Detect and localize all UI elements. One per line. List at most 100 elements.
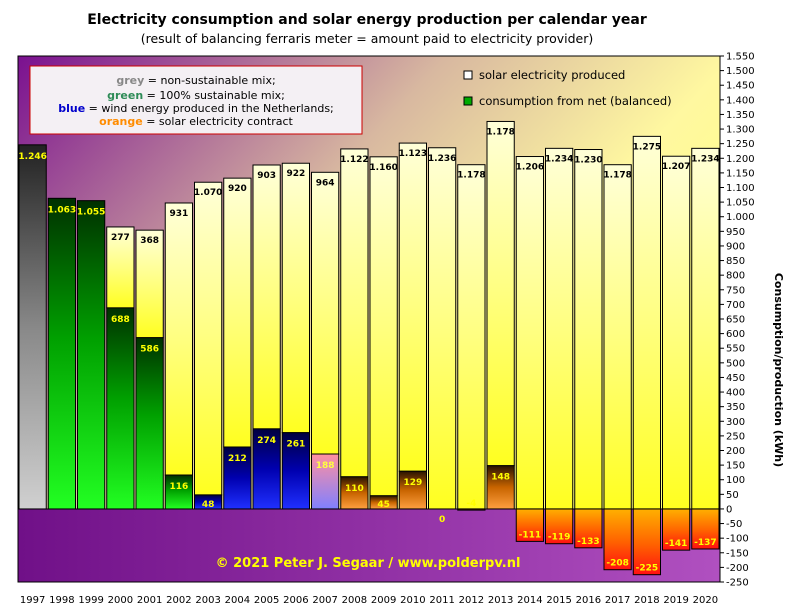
x-tick-2006: 2006 xyxy=(283,595,308,606)
bar-consumption-2018 xyxy=(632,508,661,576)
x-tick-1999: 1999 xyxy=(78,595,103,606)
y-tick-label: 1.150 xyxy=(726,168,755,179)
note-orange: orange = solar electricity contract xyxy=(99,115,293,128)
value-label-solar-2016: 1.230 xyxy=(574,156,602,166)
value-label-consumption-1999: 1.055 xyxy=(77,208,105,218)
y-tick-label: 1.200 xyxy=(726,154,755,165)
x-tick-2004: 2004 xyxy=(225,595,250,606)
value-label-consumption-2002: 116 xyxy=(169,482,188,492)
y-tick-label: 500 xyxy=(726,358,745,369)
x-tick-1997: 1997 xyxy=(20,595,45,606)
bar-consumption-1998 xyxy=(47,197,76,510)
value-label-solar-2006: 922 xyxy=(286,169,305,179)
color-notes-box: grey = non-sustainable mix; green = 100%… xyxy=(29,65,363,135)
value-label-consumption-2015: -119 xyxy=(548,533,571,543)
x-tick-2016: 2016 xyxy=(576,595,601,606)
note-green: green = 100% sustainable mix; xyxy=(107,89,285,102)
x-tick-2002: 2002 xyxy=(166,595,191,606)
bar-consumption-1997 xyxy=(18,144,47,510)
x-tick-2018: 2018 xyxy=(634,595,659,606)
value-label-consumption-2016: -133 xyxy=(577,537,600,547)
y-tick-label: 1.100 xyxy=(726,183,755,194)
value-label-consumption-1998: 1.063 xyxy=(48,205,76,215)
value-label-solar-2013: 1.178 xyxy=(486,127,514,137)
y-tick-label: 1.500 xyxy=(726,66,755,77)
note-blue: blue = wind energy produced in the Nethe… xyxy=(58,102,334,115)
value-label-consumption-2004: 212 xyxy=(228,454,247,464)
bar-consumption-2017 xyxy=(603,508,632,571)
bar-solar-2015 xyxy=(545,147,574,510)
bar-solar-2004 xyxy=(223,177,252,448)
bar-solar-2020 xyxy=(691,147,720,510)
value-label-solar-2020: 1.234 xyxy=(691,154,719,164)
bar-solar-2001 xyxy=(135,229,164,339)
value-label-consumption-2008: 110 xyxy=(345,484,364,494)
y-tick-label: 150 xyxy=(726,461,745,472)
legend: solar electricity produced consumption f… xyxy=(463,68,672,108)
value-label-consumption-2007: 188 xyxy=(316,461,335,471)
y-tick-label: -50 xyxy=(726,519,742,530)
y-axis: -250 -200 -150 -100 -50 0 50 100 150 200 250 300 350… xyxy=(719,52,755,589)
value-label-consumption-2000: 688 xyxy=(111,315,130,325)
value-label-solar-2014: 1.206 xyxy=(516,163,544,173)
y-tick-label: 200 xyxy=(726,446,745,457)
value-label-consumption-2017: -208 xyxy=(606,559,629,569)
bar-consumption-2006 xyxy=(281,432,310,510)
y-tick-label: 100 xyxy=(726,475,745,486)
bar-consumption-2010 xyxy=(398,470,427,510)
value-label-consumption-2012: -4 xyxy=(466,499,476,509)
bar-solar-2013 xyxy=(486,120,515,467)
value-label-solar-2005: 903 xyxy=(257,171,276,181)
bar-solar-2016 xyxy=(574,149,603,510)
x-tick-2013: 2013 xyxy=(488,595,513,606)
value-label-solar-2010: 1.123 xyxy=(399,149,427,159)
legend-swatch-consumption xyxy=(463,96,473,106)
y-tick-label: 0 xyxy=(726,504,732,515)
bar-solar-2018 xyxy=(632,135,661,510)
bar-consumption-2020 xyxy=(691,508,720,550)
y-tick-label: 800 xyxy=(726,271,745,282)
y-tick-label: 1.250 xyxy=(726,139,755,150)
x-tick-2019: 2019 xyxy=(663,595,688,606)
y-tick-label: 250 xyxy=(726,431,745,442)
x-tick-2007: 2007 xyxy=(312,595,337,606)
value-label-solar-2015: 1.234 xyxy=(545,154,573,164)
value-label-solar-2008: 1.122 xyxy=(340,155,368,165)
value-label-consumption-2018: -225 xyxy=(636,564,659,574)
x-tick-2003: 2003 xyxy=(195,595,220,606)
value-label-solar-2018: 1.275 xyxy=(633,142,661,152)
x-tick-2008: 2008 xyxy=(342,595,367,606)
y-tick-label: 650 xyxy=(726,315,745,326)
y-tick-label: 1.000 xyxy=(726,212,755,223)
bar-solar-2019 xyxy=(662,155,691,510)
bar-consumption-2001 xyxy=(135,337,164,510)
value-label-consumption-2014: -111 xyxy=(519,530,542,540)
bar-consumption-2002 xyxy=(164,474,193,510)
value-label-solar-2007: 964 xyxy=(316,178,335,188)
y-tick-label: 550 xyxy=(726,344,745,355)
value-labels: 1.246 1.063 1.055 277 688 368 586 931 116 1.070 48… xyxy=(18,127,719,573)
bar-consumption-2015 xyxy=(545,508,574,545)
x-tick-2010: 2010 xyxy=(400,595,425,606)
notes-box-frame xyxy=(29,65,363,135)
y-tick-label: -200 xyxy=(726,563,749,574)
x-tick-2001: 2001 xyxy=(137,595,162,606)
y-tick-label: 400 xyxy=(726,388,745,399)
bar-solar-2012 xyxy=(457,164,486,510)
x-tick-2011: 2011 xyxy=(429,595,454,606)
y-tick-label: 1.350 xyxy=(726,110,755,121)
bar-consumption-2008 xyxy=(340,476,369,510)
value-label-solar-2019: 1.207 xyxy=(662,162,690,172)
bar-consumption-2000 xyxy=(106,307,135,510)
bar-consumption-2005 xyxy=(252,428,281,510)
chart-subtitle: (result of balancing ferraris meter = am… xyxy=(141,31,594,46)
y-tick-label: 1.450 xyxy=(726,81,755,92)
bars-layer xyxy=(18,120,720,576)
y-tick-label: 1.400 xyxy=(726,95,755,106)
x-tick-2009: 2009 xyxy=(371,595,396,606)
bar-consumption-1999 xyxy=(77,200,106,510)
value-label-consumption-2006: 261 xyxy=(286,440,305,450)
value-label-consumption-2003: 48 xyxy=(202,500,215,510)
value-label-consumption-2009: 45 xyxy=(377,500,390,510)
y-tick-label: 750 xyxy=(726,285,745,296)
